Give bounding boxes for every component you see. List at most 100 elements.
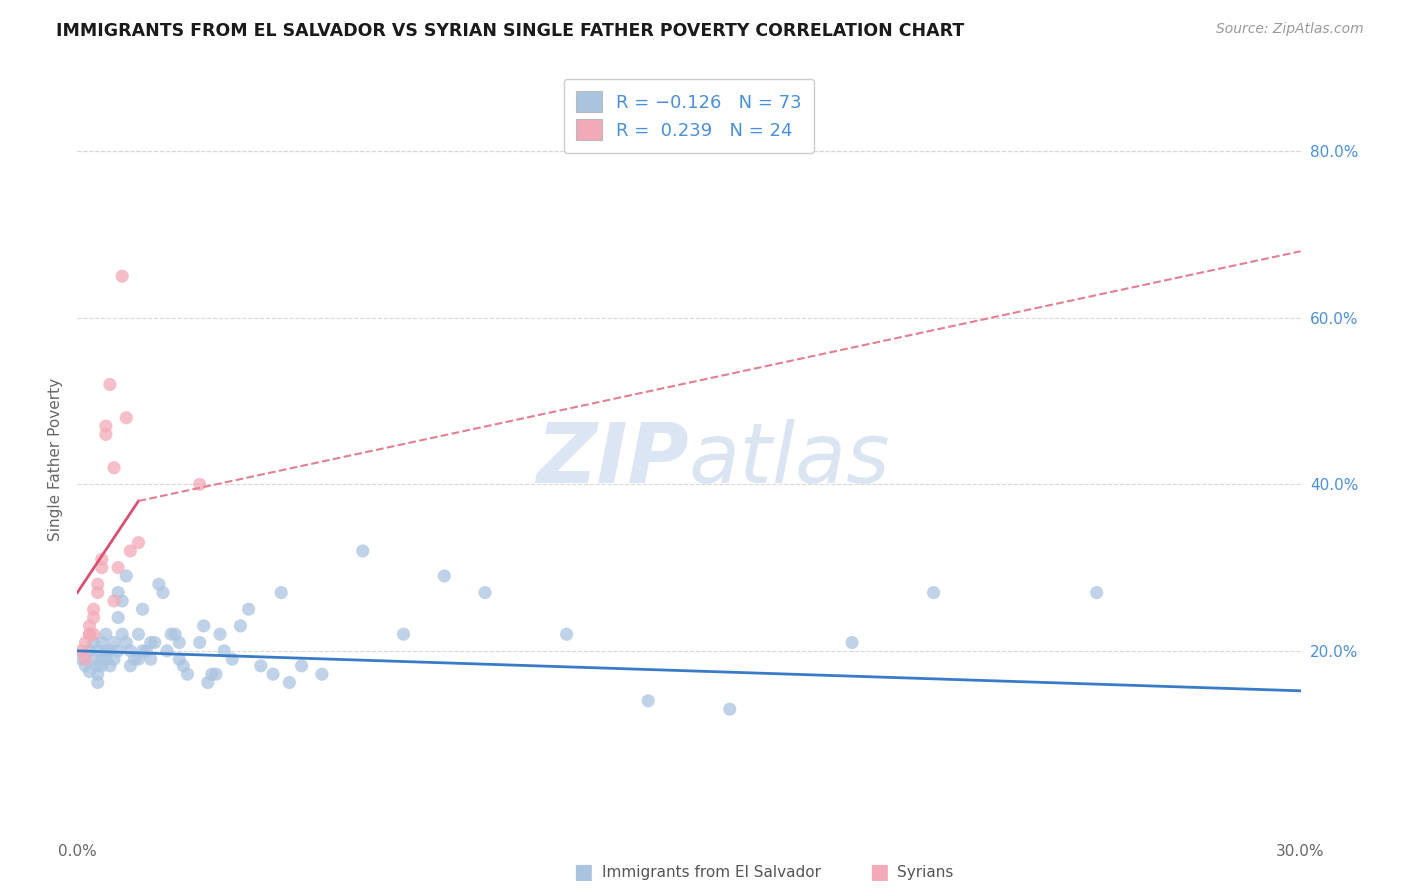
Point bbox=[197, 675, 219, 690]
Point bbox=[111, 627, 134, 641]
Point bbox=[278, 675, 301, 690]
Point bbox=[79, 627, 101, 641]
Point bbox=[98, 377, 121, 392]
Text: atlas: atlas bbox=[689, 419, 890, 500]
Point bbox=[83, 635, 105, 649]
Point bbox=[103, 460, 125, 475]
Point bbox=[87, 585, 110, 599]
Point bbox=[637, 694, 659, 708]
Point bbox=[75, 635, 97, 649]
Point bbox=[79, 619, 101, 633]
Point bbox=[262, 667, 284, 681]
Point bbox=[229, 619, 252, 633]
Point bbox=[188, 477, 211, 491]
Point bbox=[212, 644, 235, 658]
Point bbox=[143, 635, 166, 649]
Point bbox=[87, 667, 110, 681]
Point bbox=[79, 665, 101, 679]
Point bbox=[270, 585, 292, 599]
Point bbox=[392, 627, 415, 641]
Point bbox=[103, 635, 125, 649]
Point bbox=[107, 610, 129, 624]
Point bbox=[94, 627, 117, 641]
Text: IMMIGRANTS FROM EL SALVADOR VS SYRIAN SINGLE FATHER POVERTY CORRELATION CHART: IMMIGRANTS FROM EL SALVADOR VS SYRIAN SI… bbox=[56, 22, 965, 40]
Point bbox=[111, 594, 134, 608]
Point bbox=[922, 585, 945, 599]
Point bbox=[70, 644, 93, 658]
Point bbox=[169, 652, 191, 666]
Point bbox=[238, 602, 260, 616]
Point bbox=[352, 544, 374, 558]
Point bbox=[107, 560, 129, 574]
Point bbox=[90, 552, 112, 566]
Point bbox=[98, 644, 121, 658]
Legend: R = −0.126   N = 73, R =  0.239   N = 24: R = −0.126 N = 73, R = 0.239 N = 24 bbox=[564, 78, 814, 153]
Point bbox=[188, 635, 211, 649]
Point bbox=[208, 627, 231, 641]
Point bbox=[83, 627, 105, 641]
Point bbox=[139, 635, 162, 649]
Point bbox=[107, 644, 129, 658]
Text: Source: ZipAtlas.com: Source: ZipAtlas.com bbox=[1216, 22, 1364, 37]
Point bbox=[75, 658, 97, 673]
Point bbox=[115, 635, 138, 649]
Point bbox=[165, 627, 187, 641]
Point bbox=[98, 658, 121, 673]
Point bbox=[718, 702, 741, 716]
Point bbox=[127, 627, 149, 641]
Point bbox=[131, 602, 153, 616]
Point bbox=[107, 585, 129, 599]
Point bbox=[94, 427, 117, 442]
Point bbox=[311, 667, 333, 681]
Point bbox=[94, 419, 117, 434]
Point bbox=[90, 635, 112, 649]
Point bbox=[433, 569, 456, 583]
Point bbox=[172, 658, 194, 673]
Point bbox=[115, 410, 138, 425]
Text: ■: ■ bbox=[574, 863, 593, 882]
Point bbox=[90, 560, 112, 574]
Point bbox=[205, 667, 228, 681]
Point bbox=[90, 652, 112, 666]
Point bbox=[221, 652, 243, 666]
Point bbox=[87, 675, 110, 690]
Text: Syrians: Syrians bbox=[897, 865, 953, 880]
Point bbox=[120, 658, 142, 673]
Point bbox=[127, 652, 149, 666]
Point bbox=[120, 644, 142, 658]
Point bbox=[139, 652, 162, 666]
Point bbox=[555, 627, 578, 641]
Y-axis label: Single Father Poverty: Single Father Poverty bbox=[48, 378, 63, 541]
Point bbox=[131, 644, 153, 658]
Point bbox=[83, 602, 105, 616]
Point bbox=[103, 594, 125, 608]
Point bbox=[474, 585, 496, 599]
Point bbox=[1085, 585, 1108, 599]
Point bbox=[70, 652, 93, 666]
Point bbox=[176, 667, 198, 681]
Point bbox=[115, 569, 138, 583]
Point bbox=[127, 535, 149, 549]
Text: ZIP: ZIP bbox=[536, 419, 689, 500]
Point bbox=[290, 658, 312, 673]
Point bbox=[94, 644, 117, 658]
Point bbox=[124, 652, 146, 666]
Point bbox=[152, 585, 174, 599]
Point bbox=[193, 619, 215, 633]
Point bbox=[94, 652, 117, 666]
Point bbox=[87, 658, 110, 673]
Point bbox=[201, 667, 224, 681]
Point bbox=[103, 652, 125, 666]
Point bbox=[83, 652, 105, 666]
Point bbox=[135, 644, 157, 658]
Point bbox=[87, 577, 110, 591]
Point bbox=[79, 627, 101, 641]
Point bbox=[83, 610, 105, 624]
Point bbox=[75, 652, 97, 666]
Point bbox=[156, 644, 179, 658]
Point bbox=[160, 627, 183, 641]
Point bbox=[111, 269, 134, 284]
Point bbox=[79, 644, 101, 658]
Point bbox=[841, 635, 863, 649]
Point bbox=[250, 658, 273, 673]
